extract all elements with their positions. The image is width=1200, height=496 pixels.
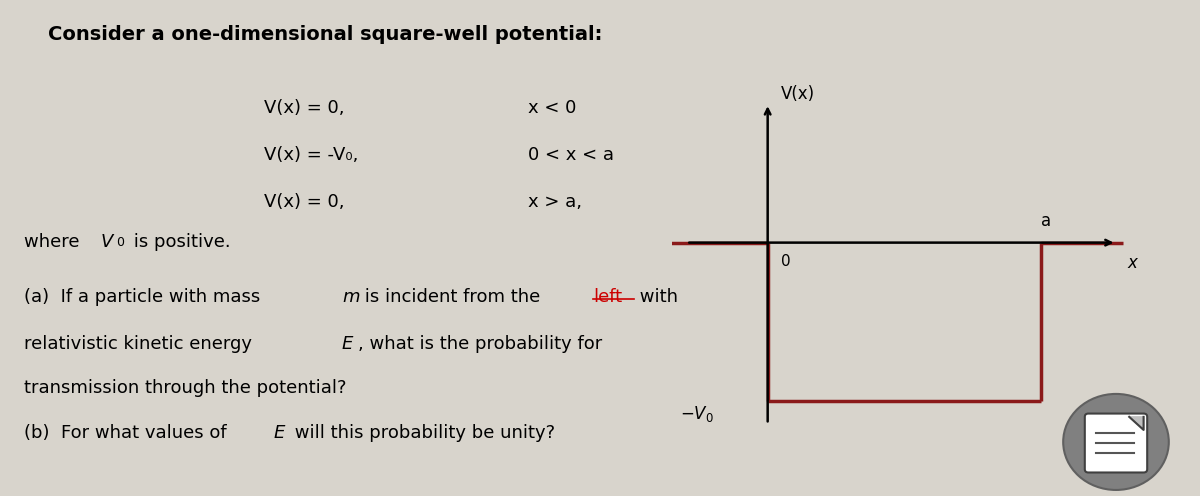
- Text: with: with: [634, 288, 678, 306]
- Text: V: V: [101, 233, 113, 251]
- Text: is positive.: is positive.: [128, 233, 232, 251]
- Text: E: E: [342, 335, 353, 353]
- Text: relativistic kinetic energy: relativistic kinetic energy: [24, 335, 258, 353]
- Text: , what is the probability for: , what is the probability for: [358, 335, 602, 353]
- Ellipse shape: [1063, 394, 1169, 490]
- Text: Consider a one-dimensional square-well potential:: Consider a one-dimensional square-well p…: [48, 25, 602, 44]
- Text: x > a,: x > a,: [528, 193, 582, 211]
- Text: x: x: [1127, 253, 1138, 272]
- FancyBboxPatch shape: [1085, 414, 1147, 473]
- Text: is incident from the: is incident from the: [359, 288, 546, 306]
- Text: 0 < x < a: 0 < x < a: [528, 146, 614, 164]
- Text: $-V_0$: $-V_0$: [680, 404, 714, 424]
- Text: a: a: [1042, 212, 1051, 230]
- Text: (b)  For what values of: (b) For what values of: [24, 424, 233, 442]
- Text: 0: 0: [116, 236, 125, 248]
- Text: transmission through the potential?: transmission through the potential?: [24, 379, 347, 397]
- Text: (a)  If a particle with mass: (a) If a particle with mass: [24, 288, 266, 306]
- Text: V(x): V(x): [781, 85, 816, 103]
- Text: left: left: [593, 288, 622, 306]
- Text: where: where: [24, 233, 85, 251]
- Text: m: m: [342, 288, 360, 306]
- Text: 0: 0: [781, 253, 791, 269]
- Text: V(x) = 0,: V(x) = 0,: [264, 99, 344, 117]
- Text: V(x) = 0,: V(x) = 0,: [264, 193, 344, 211]
- Text: V(x) = -V₀,: V(x) = -V₀,: [264, 146, 359, 164]
- Text: E: E: [274, 424, 284, 442]
- Text: will this probability be unity?: will this probability be unity?: [289, 424, 556, 442]
- Polygon shape: [1129, 417, 1144, 430]
- Text: x < 0: x < 0: [528, 99, 576, 117]
